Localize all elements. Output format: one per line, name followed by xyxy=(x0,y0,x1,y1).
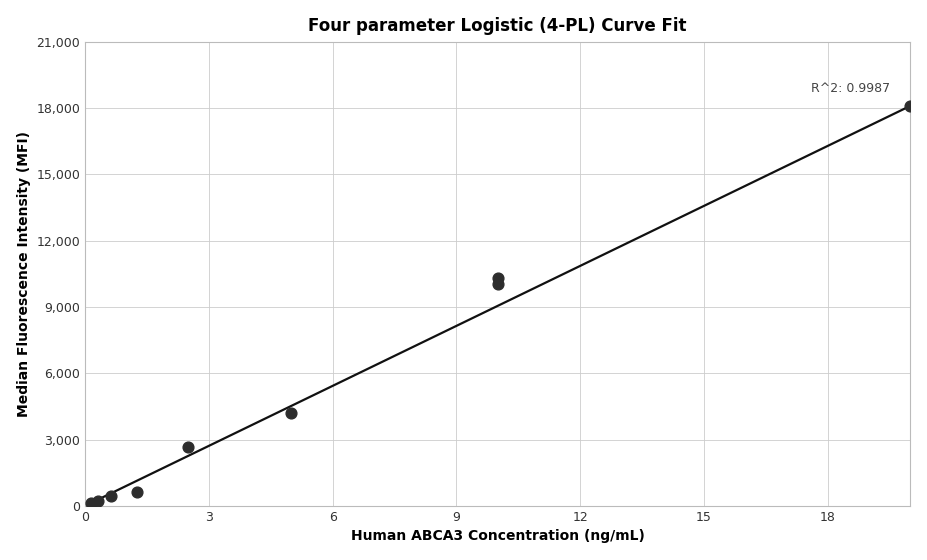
Point xyxy=(103,492,118,501)
Y-axis label: Median Fluorescence Intensity (MFI): Median Fluorescence Intensity (MFI) xyxy=(17,131,31,417)
Point xyxy=(490,274,505,283)
Text: R^2: 0.9987: R^2: 0.9987 xyxy=(810,82,890,95)
Point xyxy=(903,101,918,110)
X-axis label: Human ABCA3 Concentration (ng/mL): Human ABCA3 Concentration (ng/mL) xyxy=(350,529,644,543)
Point xyxy=(91,497,106,506)
Point xyxy=(181,443,196,452)
Point xyxy=(129,488,144,497)
Point xyxy=(284,409,298,418)
Title: Four parameter Logistic (4-PL) Curve Fit: Four parameter Logistic (4-PL) Curve Fit xyxy=(309,17,687,35)
Point xyxy=(84,498,99,507)
Point xyxy=(490,279,505,288)
